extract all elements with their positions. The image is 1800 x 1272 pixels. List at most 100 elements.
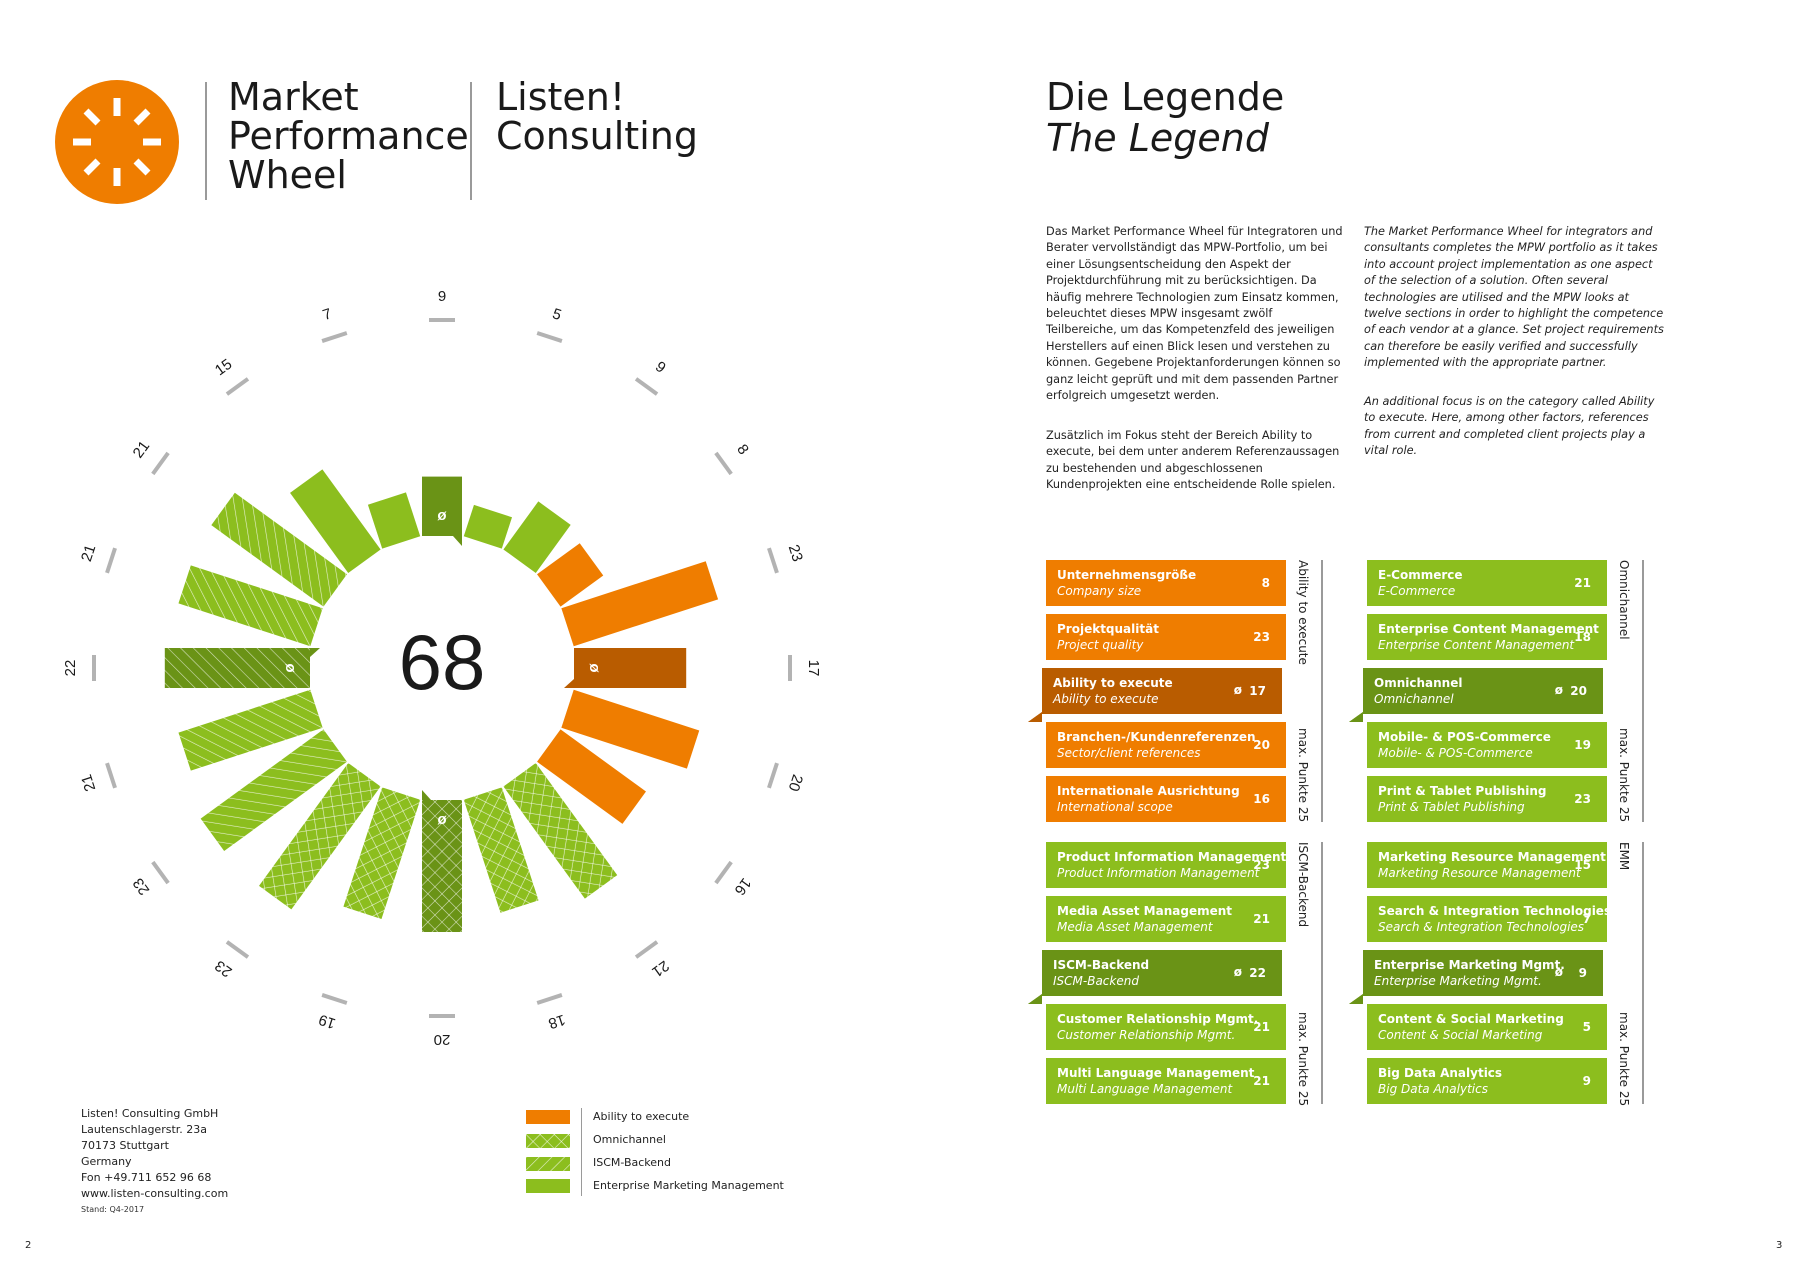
wheel-labels: 9 5 9 8 23 17 20 16 21 18 20 19 23 23 21 22 21 21 15 7 [62, 288, 822, 1048]
card-title-de: Big Data Analytics [1378, 1066, 1503, 1080]
category-card: E-Commerce E-Commerce 21 [1367, 560, 1607, 606]
card-title-de: Enterprise Marketing Mgmt. [1374, 958, 1565, 972]
brand-logo [55, 80, 179, 204]
wheel-value-label: 20 [434, 1031, 451, 1048]
intro-de-2: Zusätzlich im Fokus steht der Bereich Ab… [1046, 429, 1340, 492]
wheel-bar [537, 729, 646, 824]
card-score: 17 [1249, 684, 1266, 698]
card-score: 19 [1574, 738, 1591, 752]
wheel-tick [536, 331, 563, 343]
wheel-title: Market Performance Wheel [228, 75, 469, 197]
wheel-value-label: 23 [785, 543, 806, 564]
wheel-tick [321, 993, 348, 1005]
wheel-avg-symbol: ø [437, 812, 447, 829]
card-score: 21 [1253, 1020, 1270, 1034]
wheel-tick [225, 377, 250, 396]
wheel-tick [321, 331, 348, 343]
wheel-value-label: 16 [731, 875, 755, 898]
category-card: Omnichannel Omnichannel 20 ø [1349, 668, 1603, 722]
legend-label-omnichannel: Omnichannel [593, 1133, 666, 1146]
card-title-de: Product Information Management [1057, 850, 1287, 864]
card-pointer [1349, 994, 1363, 1004]
company-address: Listen! Consulting GmbH Lautenschlagerst… [81, 1107, 229, 1200]
legend-swatch-emm [526, 1179, 570, 1193]
wheel-value-label: 21 [649, 957, 672, 981]
card-score: 21 [1253, 1074, 1270, 1088]
card-title-de: Projektqualität [1057, 622, 1159, 636]
category-card: Content & Social Marketing Content & Soci… [1367, 1004, 1607, 1050]
card-title-de: Print & Tablet Publishing [1378, 784, 1547, 798]
card-pointer [1349, 712, 1363, 722]
card-title-en: Mobile- & POS-Commerce [1378, 746, 1533, 760]
wheel-tick [767, 547, 779, 574]
category-card: Projektqualität Project quality 23 [1046, 614, 1286, 660]
wheel-bar [343, 787, 421, 919]
average-icon: ø [1233, 683, 1242, 697]
card-score: 20 [1570, 684, 1587, 698]
wheel-avg-marker [453, 536, 462, 546]
average-icon: ø [1233, 965, 1242, 979]
wheel-bar [164, 648, 310, 688]
intro-de-1: Das Market Performance Wheel für Integra… [1046, 225, 1343, 403]
category-card: Search & Integration Technologies Search … [1367, 896, 1611, 942]
legend-label-emm: Enterprise Marketing Management [593, 1179, 784, 1192]
wheel-tick [634, 377, 659, 396]
category-card: Customer Relationship Mgmt. Customer Rela… [1046, 1004, 1286, 1050]
card-title-en: Big Data Analytics [1378, 1082, 1488, 1096]
card-title-en: Project quality [1057, 638, 1144, 652]
category-card: Mobile- & POS-Commerce Mobile- & POS-Comm… [1367, 722, 1607, 768]
card-title-de: Unternehmensgröße [1057, 568, 1197, 582]
wheel-bar [561, 561, 719, 647]
category-card: Media Asset Management Media Asset Manage… [1046, 896, 1286, 942]
side-label-ate-max: max. Punkte 25 [1296, 728, 1310, 823]
card-title-en: Enterprise Marketing Mgmt. [1374, 974, 1542, 988]
wheel-avg-symbol: ø [437, 507, 447, 524]
wheel-value-label: 9 [652, 358, 669, 377]
wheel-tick [105, 762, 117, 789]
category-card: Internationale Ausrichtung International … [1046, 776, 1286, 822]
wheel-bar [367, 492, 421, 549]
wheel-tick [225, 940, 250, 959]
card-score: 23 [1253, 630, 1270, 644]
wheel-avg-marker [310, 648, 320, 657]
wheel-avg-marker [564, 679, 574, 688]
category-card: Enterprise Marketing Mgmt. Enterprise Mar… [1349, 950, 1603, 1004]
wheel-value-label: 5 [550, 305, 563, 324]
side-label-omni: Omnichannel [1617, 560, 1631, 640]
category-card: Enterprise Content Management Enterprise … [1367, 614, 1607, 660]
card-score: 15 [1574, 858, 1591, 872]
wheel-value-label: 17 [805, 660, 822, 677]
category-card: ISCM-Backend ISCM-Backend 22 ø [1028, 950, 1282, 1004]
card-title-de: Search & Integration Technologies [1378, 904, 1612, 918]
stand-date: Stand: Q4-2017 [81, 1205, 145, 1214]
card-title-en: Media Asset Management [1057, 920, 1213, 934]
card-title-de: Enterprise Content Management [1378, 622, 1599, 636]
card-title-en: Multi Language Management [1057, 1082, 1233, 1096]
wheel-value-label: 23 [212, 957, 235, 981]
wheel-tick [536, 993, 563, 1005]
header-divider [470, 82, 472, 200]
center-total-value: 68 [399, 618, 486, 706]
card-pointer [1028, 994, 1042, 1004]
category-card: Branchen-/Kundenreferenzen Sector/client … [1046, 722, 1286, 768]
card-title-en: Ability to execute [1053, 692, 1159, 706]
category-card: Unternehmensgröße Company size 8 [1046, 560, 1286, 606]
card-score: 22 [1249, 966, 1266, 980]
side-label-omni-max: max. Punkte 25 [1617, 728, 1631, 823]
wheel-bar [422, 800, 462, 932]
card-title-de: Media Asset Management [1057, 904, 1233, 918]
wheel-bar [178, 689, 323, 771]
wheel-value-label: 21 [78, 543, 99, 564]
card-score: 20 [1253, 738, 1270, 752]
legend-swatch-ability [526, 1110, 570, 1124]
card-title-en: Product Information Management [1057, 866, 1260, 880]
card-title-de: E-Commerce [1378, 568, 1463, 582]
wheel-value-label: 23 [130, 875, 154, 898]
card-pointer [1028, 712, 1042, 722]
side-label-ate: Ability to execute [1296, 560, 1310, 665]
card-title-en: Omnichannel [1374, 692, 1454, 706]
wheel-avg-marker [422, 790, 431, 800]
wheel-bar [463, 787, 539, 913]
card-score: 9 [1582, 1074, 1591, 1088]
legend-swatch-iscm [526, 1156, 570, 1171]
